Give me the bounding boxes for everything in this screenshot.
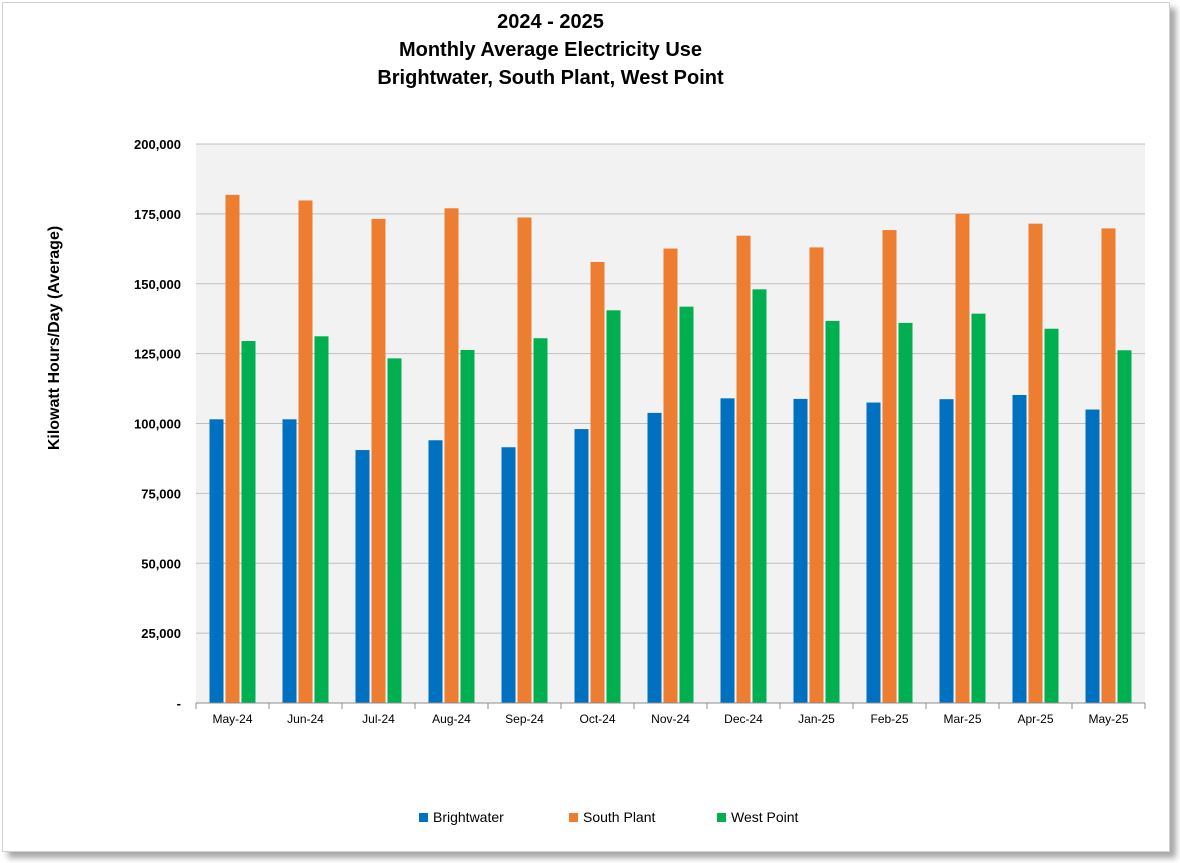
- x-tick-label: Dec-24: [724, 712, 763, 726]
- x-tick-label: Mar-25: [943, 712, 981, 726]
- legend-item-west-point: West Point: [717, 809, 798, 825]
- y-tick-label: 175,000: [134, 207, 181, 222]
- bar-brightwater: [282, 419, 297, 703]
- bar-brightwater: [793, 398, 808, 703]
- bar-brightwater: [647, 412, 662, 703]
- bar-south-plant: [517, 217, 532, 704]
- legend-swatch-brightwater: [419, 812, 428, 822]
- chart-frame: 2024 - 2025 Monthly Average Electricity …: [2, 2, 1170, 852]
- bar-south-plant: [736, 235, 751, 703]
- x-tick-label: Aug-24: [432, 712, 471, 726]
- bar-brightwater: [1085, 409, 1100, 703]
- bar-west-point: [241, 341, 256, 703]
- bar-west-point: [752, 289, 767, 703]
- bar-west-point: [387, 358, 402, 703]
- bar-brightwater: [428, 440, 443, 703]
- y-tick-label: 150,000: [134, 277, 181, 292]
- bar-south-plant: [590, 261, 605, 703]
- y-tick-label: -: [177, 696, 181, 711]
- legend-label-south-plant: South Plant: [583, 809, 656, 825]
- x-tick-label: May-25: [1088, 712, 1128, 726]
- bar-south-plant: [809, 247, 824, 704]
- y-tick-label: 75,000: [141, 486, 181, 501]
- x-tick-label: Jun-24: [287, 712, 324, 726]
- y-tick-label: 100,000: [134, 417, 181, 432]
- bar-west-point: [533, 338, 548, 703]
- bar-brightwater: [209, 419, 224, 703]
- bar-brightwater: [355, 450, 370, 703]
- bar-south-plant: [225, 194, 240, 703]
- bar-west-point: [314, 336, 329, 703]
- bar-brightwater: [574, 429, 589, 703]
- chart-title-line-2: Monthly Average Electricity Use: [398, 39, 703, 61]
- bar-west-point: [460, 349, 475, 703]
- bar-west-point: [1117, 350, 1132, 703]
- x-tick-label: Nov-24: [651, 712, 690, 726]
- bar-west-point: [825, 320, 840, 703]
- legend-swatch-west-point: [717, 812, 726, 822]
- x-tick-label: Oct-24: [579, 712, 615, 726]
- x-tick-label: Jul-24: [362, 712, 395, 726]
- bar-brightwater: [939, 399, 954, 703]
- bar-south-plant: [371, 218, 386, 703]
- bar-south-plant: [882, 230, 897, 703]
- bar-south-plant: [955, 213, 970, 703]
- y-tick-label: 25,000: [141, 626, 181, 641]
- legend-swatch-south-plant: [569, 812, 578, 822]
- bar-west-point: [971, 313, 986, 703]
- bar-south-plant: [298, 200, 313, 704]
- x-tick-label: Feb-25: [870, 712, 908, 726]
- x-tick-label: Apr-25: [1017, 712, 1053, 726]
- bar-west-point: [606, 310, 621, 703]
- legend-label-west-point: West Point: [731, 809, 799, 825]
- chart-title-line-1: 2024 - 2025: [497, 11, 604, 33]
- bar-west-point: [679, 306, 694, 703]
- bar-west-point: [1044, 328, 1059, 703]
- bar-west-point: [898, 322, 913, 703]
- bar-south-plant: [1028, 223, 1043, 703]
- legend-item-brightwater: Brightwater: [419, 809, 504, 825]
- x-tick-label: Jan-25: [798, 712, 835, 726]
- x-tick-label: May-24: [212, 712, 252, 726]
- bar-south-plant: [663, 248, 678, 703]
- y-tick-label: 200,000: [134, 137, 181, 152]
- y-tick-label: 50,000: [141, 556, 181, 571]
- y-tick-label: 125,000: [134, 347, 181, 362]
- chart-title-line-3: Brightwater, South Plant, West Point: [377, 67, 724, 89]
- bar-south-plant: [444, 208, 459, 703]
- x-tick-label: Sep-24: [505, 712, 544, 726]
- bar-brightwater: [866, 402, 881, 703]
- chart-plot: - 25,000 50,000 75,000 100,000 125,000 150,000…: [134, 137, 1146, 726]
- bar-brightwater: [720, 398, 735, 703]
- bar-brightwater: [501, 447, 516, 703]
- legend-label-brightwater: Brightwater: [433, 809, 504, 825]
- legend-item-south-plant: South Plant: [569, 809, 655, 825]
- bar-south-plant: [1101, 228, 1116, 703]
- bar-brightwater: [1012, 394, 1027, 703]
